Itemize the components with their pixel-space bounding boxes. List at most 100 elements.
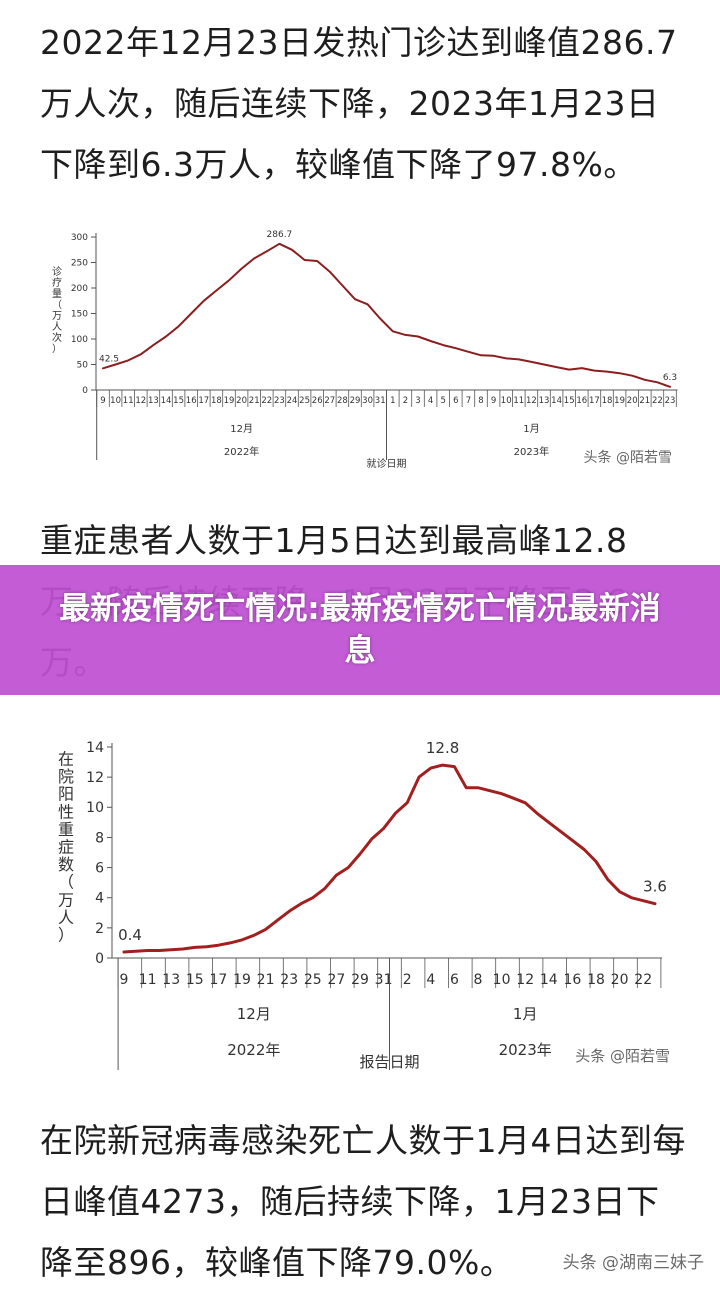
y-tick-label: 2: [95, 921, 104, 937]
x-tick-label: 22: [652, 396, 663, 406]
x-tick-label: 16: [186, 396, 197, 406]
x-tick-label: 27: [327, 972, 345, 988]
page-watermark: 头条 @湖南三妹子: [563, 1248, 704, 1273]
x-tick-label: 21: [639, 396, 650, 406]
x-tick-label: 16: [563, 972, 581, 988]
data-series-line: [124, 765, 655, 952]
x-tick-label: 28: [337, 396, 348, 406]
x-tick-label: 15: [186, 972, 204, 988]
x-tick-label: 29: [351, 972, 369, 988]
data-label: 286.7: [267, 230, 293, 240]
y-tick-label: 100: [71, 335, 88, 345]
x-tick-label: 18: [602, 396, 613, 406]
title-banner[interactable]: 最新疫情死亡情况:最新疫情死亡情况最新消息: [0, 565, 720, 695]
paragraph-outpatient-peak: 2022年12月23日发热门诊达到峰值286.7万人次，随后连续下降，2023年…: [40, 12, 690, 195]
x-tick-label: 9: [491, 396, 496, 406]
data-label: 42.5: [99, 354, 119, 364]
x-axis-label: 报告日期: [359, 1053, 419, 1071]
x-tick-label: 20: [611, 972, 629, 988]
x-tick-label: 11: [513, 396, 524, 406]
x-tick-label: 9: [100, 396, 105, 406]
x-tick-label: 3: [415, 396, 420, 406]
x-tick-label: 23: [280, 972, 298, 988]
x-tick-label: 23: [274, 396, 285, 406]
x-tick-label: 22: [261, 396, 272, 406]
x-tick-label: 4: [428, 396, 433, 406]
y-axis-label: 在院阳性重症数（万人）: [58, 750, 74, 945]
y-tick-label: 250: [71, 259, 88, 269]
x-tick-label: 19: [224, 396, 235, 406]
x-tick-label: 19: [233, 972, 251, 988]
x-tick-label: 7: [466, 396, 471, 406]
y-tick-label: 0: [95, 951, 104, 967]
x-tick-label: 21: [257, 972, 275, 988]
x-tick-label: 15: [564, 396, 575, 406]
x-tick-label: 23: [665, 396, 676, 406]
x-tick-label: 15: [173, 396, 184, 406]
year-label: 2023年: [499, 1041, 552, 1059]
year-label: 2023年: [514, 445, 549, 458]
x-tick-label: 6: [450, 972, 459, 988]
y-tick-label: 300: [71, 233, 88, 243]
x-tick-label: 17: [589, 396, 600, 406]
x-tick-label: 1: [390, 396, 395, 406]
month-label: 1月: [513, 1005, 538, 1023]
x-axis-label: 就诊日期: [367, 457, 407, 470]
x-tick-label: 20: [236, 396, 247, 406]
year-label: 2022年: [224, 445, 259, 458]
x-tick-label: 12: [526, 396, 537, 406]
x-tick-label: 13: [162, 972, 180, 988]
x-tick-label: 14: [540, 972, 558, 988]
x-tick-label: 10: [501, 396, 512, 406]
year-label: 2022年: [227, 1041, 280, 1059]
month-label: 1月: [523, 423, 539, 435]
x-tick-label: 29: [350, 396, 361, 406]
data-series-line: [103, 244, 670, 387]
y-tick-label: 12: [86, 770, 104, 786]
y-tick-label: 10: [86, 800, 104, 816]
x-tick-label: 10: [110, 396, 121, 406]
x-tick-label: 17: [198, 396, 209, 406]
month-label: 12月: [237, 1005, 271, 1023]
x-tick-label: 26: [312, 396, 323, 406]
x-tick-label: 12: [516, 972, 534, 988]
x-tick-label: 30: [362, 396, 373, 406]
x-tick-label: 17: [209, 972, 227, 988]
month-label: 12月: [230, 423, 253, 435]
x-tick-label: 24: [287, 396, 298, 406]
x-tick-label: 2: [403, 972, 412, 988]
banner-title[interactable]: 最新疫情死亡情况:最新疫情死亡情况最新消息: [0, 588, 720, 672]
y-tick-label: 6: [95, 860, 104, 876]
x-tick-label: 10: [493, 972, 511, 988]
y-tick-label: 150: [71, 310, 88, 320]
x-tick-label: 27: [324, 396, 335, 406]
x-tick-label: 2: [403, 396, 408, 406]
y-tick-label: 14: [86, 740, 104, 756]
x-tick-label: 21: [249, 396, 260, 406]
x-tick-label: 31: [375, 396, 386, 406]
x-tick-label: 8: [478, 396, 483, 406]
x-tick-label: 20: [627, 396, 638, 406]
x-tick-label: 14: [551, 396, 562, 406]
x-tick-label: 4: [426, 972, 435, 988]
x-tick-label: 13: [148, 396, 159, 406]
y-axis-label: 诊疗量（万人次）: [52, 265, 62, 355]
x-tick-label: 18: [587, 972, 605, 988]
x-tick-label: 11: [123, 396, 134, 406]
x-tick-label: 6: [453, 396, 458, 406]
x-tick-label: 8: [474, 972, 483, 988]
y-tick-label: 8: [95, 830, 104, 846]
chart-watermark: 头条 @陌若雪: [575, 1047, 670, 1065]
x-tick-label: 14: [161, 396, 172, 406]
x-tick-label: 25: [304, 972, 322, 988]
x-tick-label: 5: [440, 396, 445, 406]
chart-watermark: 头条 @陌若雪: [584, 449, 672, 466]
y-tick-label: 50: [77, 361, 89, 371]
x-tick-label: 19: [614, 396, 625, 406]
y-tick-label: 4: [95, 891, 104, 907]
y-tick-label: 0: [82, 386, 88, 396]
x-tick-label: 12: [135, 396, 146, 406]
x-tick-label: 9: [120, 972, 129, 988]
